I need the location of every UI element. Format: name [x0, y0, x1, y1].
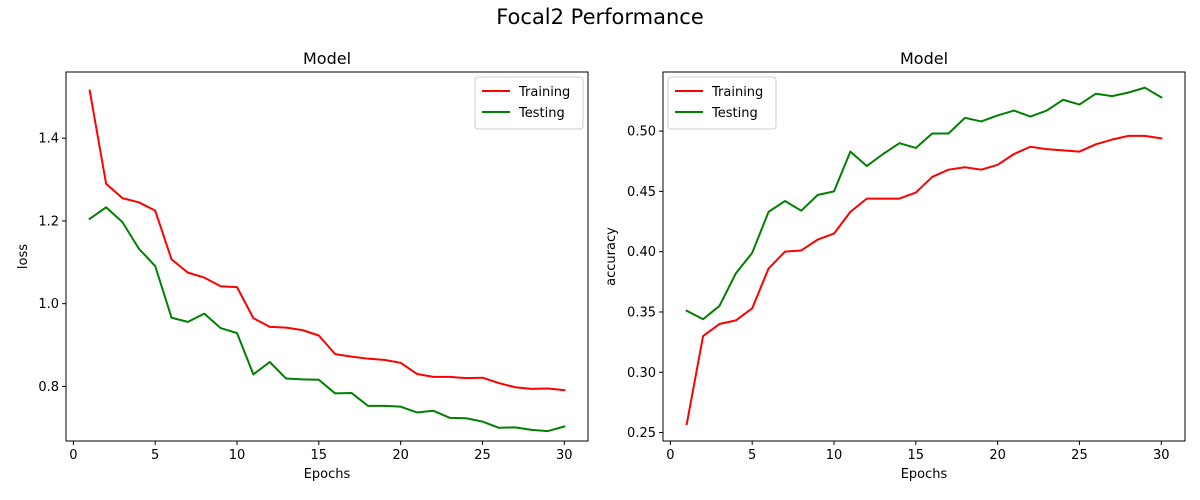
x-tick-label: 0 — [69, 448, 77, 463]
plot-frame — [65, 71, 589, 442]
accuracy-chart: Model 0 5 10 15 20 25 30 0.25 0.30 0.35 0.40 0.45 0.5… — [604, 49, 1186, 482]
y-tick-label: 0.25 — [627, 426, 656, 441]
legend-label-training: Training — [518, 85, 570, 100]
chart-title: Model — [303, 49, 351, 68]
figure-title: Focal2 Performance — [496, 5, 704, 29]
legend-label-testing: Testing — [518, 106, 565, 121]
x-tick-label: 25 — [1071, 448, 1088, 463]
series-line-testing — [685, 86, 1163, 321]
legend: Training Testing — [667, 76, 777, 130]
legend-label-training: Training — [711, 85, 763, 100]
y-axis-label: accuracy — [604, 227, 619, 286]
y-tick-label: 1.0 — [38, 297, 59, 312]
series-line-training — [88, 89, 566, 392]
x-tick-label: 30 — [1153, 448, 1170, 463]
y-tick-label: 0.35 — [627, 305, 656, 320]
series-line-testing — [88, 206, 566, 433]
x-tick-label: 20 — [392, 448, 409, 463]
x-tick-label: 0 — [666, 448, 674, 463]
x-tick-label: 25 — [474, 448, 491, 463]
x-tick-label: 15 — [908, 448, 925, 463]
x-axis-label: Epochs — [304, 467, 351, 482]
legend-label-testing: Testing — [711, 106, 758, 121]
x-tick-label: 15 — [311, 448, 328, 463]
loss-chart: Model 0 5 10 15 20 25 30 0.8 1.0 1.2 1.4 Epochs loss T… — [16, 49, 589, 482]
x-axis-label: Epochs — [901, 467, 948, 482]
legend: Training Testing — [474, 76, 584, 130]
y-axis-label: loss — [16, 244, 31, 269]
y-tick-label: 0.30 — [627, 366, 656, 381]
x-tick-label: 5 — [748, 448, 756, 463]
y-tick-label: 0.40 — [627, 245, 656, 260]
x-tick-label: 30 — [556, 448, 573, 463]
y-tick-label: 0.45 — [627, 185, 656, 200]
y-tick-label: 1.2 — [38, 214, 59, 229]
y-tick-label: 0.50 — [627, 125, 656, 140]
y-tick-label: 1.4 — [38, 132, 59, 147]
x-tick-label: 20 — [989, 448, 1006, 463]
chart-title: Model — [900, 49, 948, 68]
y-tick-label: 0.8 — [38, 380, 59, 395]
x-tick-label: 5 — [151, 448, 159, 463]
x-tick-label: 10 — [229, 448, 246, 463]
series-line-training — [685, 134, 1163, 426]
x-tick-label: 10 — [826, 448, 843, 463]
plot-frame — [662, 71, 1186, 442]
